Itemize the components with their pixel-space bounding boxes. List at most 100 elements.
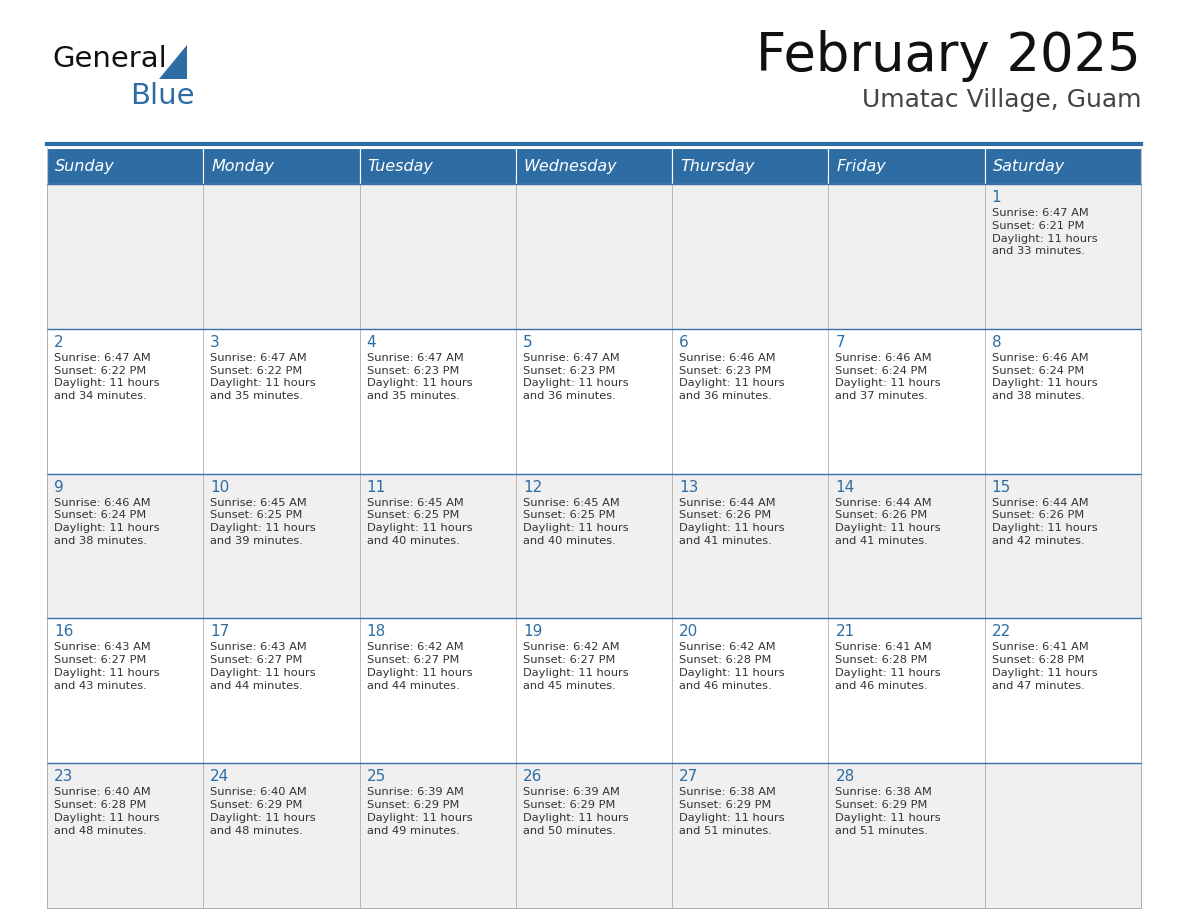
Text: Sunrise: 6:45 AM
Sunset: 6:25 PM
Daylight: 11 hours
and 40 minutes.: Sunrise: 6:45 AM Sunset: 6:25 PM Dayligh… — [523, 498, 628, 546]
Bar — [360, 619, 516, 763]
Text: Sunrise: 6:39 AM
Sunset: 6:29 PM
Daylight: 11 hours
and 50 minutes.: Sunrise: 6:39 AM Sunset: 6:29 PM Dayligh… — [523, 788, 628, 835]
Text: Sunrise: 6:38 AM
Sunset: 6:29 PM
Daylight: 11 hours
and 51 minutes.: Sunrise: 6:38 AM Sunset: 6:29 PM Dayligh… — [835, 788, 941, 835]
Text: Blue: Blue — [129, 82, 195, 110]
Text: 21: 21 — [835, 624, 854, 640]
Bar — [828, 474, 985, 619]
Text: Sunrise: 6:38 AM
Sunset: 6:29 PM
Daylight: 11 hours
and 51 minutes.: Sunrise: 6:38 AM Sunset: 6:29 PM Dayligh… — [680, 788, 785, 835]
Text: 20: 20 — [680, 624, 699, 640]
Text: Sunrise: 6:45 AM
Sunset: 6:25 PM
Daylight: 11 hours
and 39 minutes.: Sunrise: 6:45 AM Sunset: 6:25 PM Dayligh… — [210, 498, 316, 546]
Bar — [672, 184, 828, 329]
Text: Sunrise: 6:42 AM
Sunset: 6:27 PM
Daylight: 11 hours
and 45 minutes.: Sunrise: 6:42 AM Sunset: 6:27 PM Dayligh… — [523, 643, 628, 691]
Text: Sunrise: 6:44 AM
Sunset: 6:26 PM
Daylight: 11 hours
and 41 minutes.: Sunrise: 6:44 AM Sunset: 6:26 PM Dayligh… — [680, 498, 785, 546]
Bar — [203, 474, 360, 619]
Text: Sunday: Sunday — [55, 159, 115, 174]
Text: 26: 26 — [523, 769, 542, 784]
Bar — [48, 619, 203, 763]
Text: 27: 27 — [680, 769, 699, 784]
Text: Sunrise: 6:44 AM
Sunset: 6:26 PM
Daylight: 11 hours
and 41 minutes.: Sunrise: 6:44 AM Sunset: 6:26 PM Dayligh… — [835, 498, 941, 546]
Text: 15: 15 — [992, 479, 1011, 495]
Text: Sunrise: 6:40 AM
Sunset: 6:29 PM
Daylight: 11 hours
and 48 minutes.: Sunrise: 6:40 AM Sunset: 6:29 PM Dayligh… — [210, 788, 316, 835]
Text: Sunrise: 6:46 AM
Sunset: 6:23 PM
Daylight: 11 hours
and 36 minutes.: Sunrise: 6:46 AM Sunset: 6:23 PM Dayligh… — [680, 353, 785, 401]
Text: Sunrise: 6:46 AM
Sunset: 6:24 PM
Daylight: 11 hours
and 38 minutes.: Sunrise: 6:46 AM Sunset: 6:24 PM Dayligh… — [53, 498, 159, 546]
Text: 5: 5 — [523, 335, 532, 350]
Text: 19: 19 — [523, 624, 542, 640]
Bar — [985, 474, 1140, 619]
Bar — [672, 329, 828, 474]
Text: 13: 13 — [680, 479, 699, 495]
Text: Sunrise: 6:47 AM
Sunset: 6:23 PM
Daylight: 11 hours
and 35 minutes.: Sunrise: 6:47 AM Sunset: 6:23 PM Dayligh… — [367, 353, 472, 401]
Bar — [516, 148, 672, 184]
Text: Sunrise: 6:41 AM
Sunset: 6:28 PM
Daylight: 11 hours
and 47 minutes.: Sunrise: 6:41 AM Sunset: 6:28 PM Dayligh… — [992, 643, 1098, 691]
Text: 1: 1 — [992, 190, 1001, 205]
Bar — [48, 148, 203, 184]
Text: 8: 8 — [992, 335, 1001, 350]
Text: 2: 2 — [53, 335, 64, 350]
Bar — [516, 763, 672, 908]
Text: 18: 18 — [367, 624, 386, 640]
Text: Sunrise: 6:44 AM
Sunset: 6:26 PM
Daylight: 11 hours
and 42 minutes.: Sunrise: 6:44 AM Sunset: 6:26 PM Dayligh… — [992, 498, 1098, 546]
Text: 7: 7 — [835, 335, 845, 350]
Text: Sunrise: 6:47 AM
Sunset: 6:21 PM
Daylight: 11 hours
and 33 minutes.: Sunrise: 6:47 AM Sunset: 6:21 PM Dayligh… — [992, 208, 1098, 256]
Text: Sunrise: 6:40 AM
Sunset: 6:28 PM
Daylight: 11 hours
and 48 minutes.: Sunrise: 6:40 AM Sunset: 6:28 PM Dayligh… — [53, 788, 159, 835]
Polygon shape — [159, 45, 187, 79]
Text: Umatac Village, Guam: Umatac Village, Guam — [861, 88, 1140, 112]
Bar — [672, 619, 828, 763]
Bar — [672, 474, 828, 619]
Text: 12: 12 — [523, 479, 542, 495]
Text: Sunrise: 6:41 AM
Sunset: 6:28 PM
Daylight: 11 hours
and 46 minutes.: Sunrise: 6:41 AM Sunset: 6:28 PM Dayligh… — [835, 643, 941, 691]
Bar — [828, 184, 985, 329]
Text: 14: 14 — [835, 479, 854, 495]
Text: 3: 3 — [210, 335, 220, 350]
Bar — [516, 474, 672, 619]
Bar — [360, 148, 516, 184]
Bar — [985, 763, 1140, 908]
Bar — [48, 184, 203, 329]
Text: 23: 23 — [53, 769, 74, 784]
Text: Sunrise: 6:46 AM
Sunset: 6:24 PM
Daylight: 11 hours
and 37 minutes.: Sunrise: 6:46 AM Sunset: 6:24 PM Dayligh… — [835, 353, 941, 401]
Bar — [985, 184, 1140, 329]
Bar — [203, 619, 360, 763]
Bar — [48, 763, 203, 908]
Text: 25: 25 — [367, 769, 386, 784]
Text: Sunrise: 6:45 AM
Sunset: 6:25 PM
Daylight: 11 hours
and 40 minutes.: Sunrise: 6:45 AM Sunset: 6:25 PM Dayligh… — [367, 498, 472, 546]
Bar — [360, 474, 516, 619]
Text: 4: 4 — [367, 335, 377, 350]
Text: Saturday: Saturday — [993, 159, 1064, 174]
Bar — [360, 763, 516, 908]
Bar — [516, 619, 672, 763]
Text: Sunrise: 6:39 AM
Sunset: 6:29 PM
Daylight: 11 hours
and 49 minutes.: Sunrise: 6:39 AM Sunset: 6:29 PM Dayligh… — [367, 788, 472, 835]
Text: 9: 9 — [53, 479, 64, 495]
Bar — [828, 329, 985, 474]
Text: Sunrise: 6:47 AM
Sunset: 6:23 PM
Daylight: 11 hours
and 36 minutes.: Sunrise: 6:47 AM Sunset: 6:23 PM Dayligh… — [523, 353, 628, 401]
Bar — [48, 329, 203, 474]
Bar — [516, 329, 672, 474]
Bar — [360, 329, 516, 474]
Bar — [828, 763, 985, 908]
Text: February 2025: February 2025 — [757, 30, 1140, 82]
Bar — [360, 184, 516, 329]
Bar — [985, 148, 1140, 184]
Bar — [828, 619, 985, 763]
Bar — [203, 763, 360, 908]
Text: 22: 22 — [992, 624, 1011, 640]
Text: 6: 6 — [680, 335, 689, 350]
Bar — [203, 184, 360, 329]
Text: 10: 10 — [210, 479, 229, 495]
Text: Monday: Monday — [211, 159, 274, 174]
Text: 24: 24 — [210, 769, 229, 784]
Bar — [672, 763, 828, 908]
Text: Sunrise: 6:42 AM
Sunset: 6:27 PM
Daylight: 11 hours
and 44 minutes.: Sunrise: 6:42 AM Sunset: 6:27 PM Dayligh… — [367, 643, 472, 691]
Text: 17: 17 — [210, 624, 229, 640]
Text: Tuesday: Tuesday — [367, 159, 434, 174]
Text: 11: 11 — [367, 479, 386, 495]
Bar — [203, 329, 360, 474]
Text: Sunrise: 6:47 AM
Sunset: 6:22 PM
Daylight: 11 hours
and 35 minutes.: Sunrise: 6:47 AM Sunset: 6:22 PM Dayligh… — [210, 353, 316, 401]
Text: Sunrise: 6:43 AM
Sunset: 6:27 PM
Daylight: 11 hours
and 43 minutes.: Sunrise: 6:43 AM Sunset: 6:27 PM Dayligh… — [53, 643, 159, 691]
Bar — [203, 148, 360, 184]
Text: Sunrise: 6:46 AM
Sunset: 6:24 PM
Daylight: 11 hours
and 38 minutes.: Sunrise: 6:46 AM Sunset: 6:24 PM Dayligh… — [992, 353, 1098, 401]
Bar — [672, 148, 828, 184]
Text: Sunrise: 6:47 AM
Sunset: 6:22 PM
Daylight: 11 hours
and 34 minutes.: Sunrise: 6:47 AM Sunset: 6:22 PM Dayligh… — [53, 353, 159, 401]
Text: 16: 16 — [53, 624, 74, 640]
Bar — [985, 329, 1140, 474]
Bar — [828, 148, 985, 184]
